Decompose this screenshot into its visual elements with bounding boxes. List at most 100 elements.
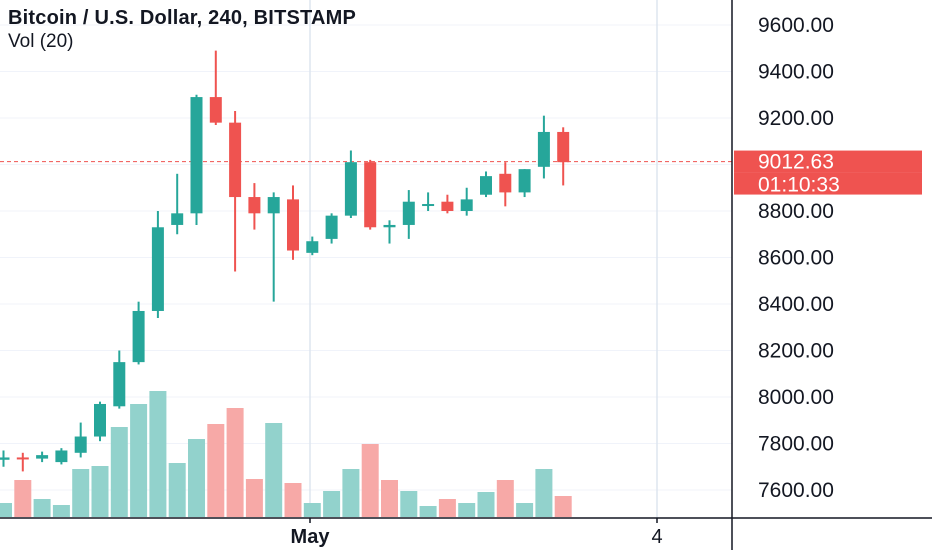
volume-bar: [168, 463, 186, 517]
volume-bar: [458, 503, 476, 517]
volume-bar: [342, 469, 360, 517]
symbol-title[interactable]: Bitcoin / U.S. Dollar, 240, BITSTAMP: [8, 7, 357, 29]
candle: [364, 159, 377, 230]
candle: [441, 194, 454, 214]
time-label: 4: [651, 526, 662, 548]
chart-legend: Bitcoin / U.S. Dollar, 240, BITSTAMP Vol…: [8, 6, 356, 54]
candle: [402, 190, 415, 239]
candle-body: [171, 213, 184, 225]
volume-bar: [438, 499, 456, 517]
candle-body: [94, 403, 106, 437]
price-label: 8600.00: [758, 247, 834, 270]
volume-bar: [554, 496, 572, 517]
volume-bar: [323, 491, 341, 517]
candle-body: [0, 457, 10, 460]
candle-body: [306, 241, 319, 253]
price-label: 9600.00: [758, 14, 834, 37]
candle: [518, 169, 531, 198]
candle: [36, 451, 49, 463]
candle-body: [287, 199, 299, 251]
candle-body: [132, 310, 145, 363]
candle-body: [460, 199, 473, 211]
candle: [132, 301, 145, 365]
candle-body: [422, 204, 435, 207]
candle: [151, 211, 164, 318]
candle: [229, 111, 242, 272]
volume-bar: [149, 391, 167, 517]
candle-body: [16, 457, 29, 460]
candle: [94, 401, 106, 442]
price-label: 8200.00: [758, 340, 834, 363]
volume-bar: [72, 469, 90, 517]
candle: [557, 127, 570, 186]
volume-bar: [400, 491, 418, 517]
volume-bar: [496, 480, 514, 517]
volume-bar: [284, 483, 302, 517]
volume-bar: [33, 499, 51, 517]
candle-body: [190, 97, 203, 214]
volume-bars: [0, 391, 572, 517]
candle: [0, 450, 10, 467]
candle-body: [499, 173, 512, 193]
volume-bar: [419, 506, 437, 517]
candle-body: [36, 455, 49, 459]
volume-bar: [361, 444, 379, 517]
price-label: 8400.00: [758, 293, 834, 316]
volume-indicator-label[interactable]: Vol (20): [8, 31, 74, 52]
volume-bar: [477, 492, 495, 517]
candle-body: [74, 436, 87, 453]
volume-bar: [535, 469, 553, 517]
candle: [16, 452, 29, 472]
price-label: 9400.00: [758, 61, 834, 84]
candle: [171, 173, 184, 235]
candle: [344, 150, 357, 218]
volume-bar: [52, 505, 70, 517]
candles: [0, 50, 570, 472]
candle-body: [537, 131, 550, 167]
volume-bar: [0, 503, 12, 517]
candle: [55, 448, 68, 465]
candle: [422, 192, 435, 211]
candle: [190, 94, 203, 225]
candle: [209, 50, 222, 125]
candle: [480, 171, 492, 198]
last-price-tag: 9012.63: [758, 151, 834, 174]
candle-body: [229, 122, 242, 198]
volume-bar: [303, 503, 321, 517]
grid-lines: [0, 0, 732, 518]
candle-body: [344, 162, 357, 216]
volume-bar: [207, 424, 225, 517]
last-price-tag-bg: [734, 150, 922, 173]
countdown-tag: 01:10:33: [758, 174, 840, 197]
volume-bar: [130, 404, 148, 517]
candle: [74, 422, 87, 458]
candle-body: [151, 227, 164, 311]
candle: [113, 350, 126, 409]
candle-body: [557, 131, 570, 163]
candle-body: [325, 215, 338, 239]
candle-body: [518, 169, 531, 193]
volume-bar: [226, 408, 244, 517]
price-label: 9200.00: [758, 107, 834, 130]
candle: [267, 192, 280, 302]
volume-bar: [245, 479, 263, 517]
candle: [537, 115, 550, 179]
candle-body: [209, 97, 222, 123]
candle: [499, 162, 512, 207]
candle-body: [248, 197, 261, 214]
volume-bar: [381, 480, 398, 517]
volume-bar: [265, 423, 283, 517]
candle-body: [383, 224, 396, 228]
volume-bar: [91, 466, 109, 517]
volume-bar: [516, 503, 534, 517]
time-axis[interactable]: May 4: [291, 518, 663, 548]
candle-body: [55, 450, 68, 463]
candle-body: [267, 197, 280, 214]
countdown-tag-bg: [734, 172, 922, 195]
price-label: 8000.00: [758, 386, 834, 409]
candle: [287, 185, 299, 260]
